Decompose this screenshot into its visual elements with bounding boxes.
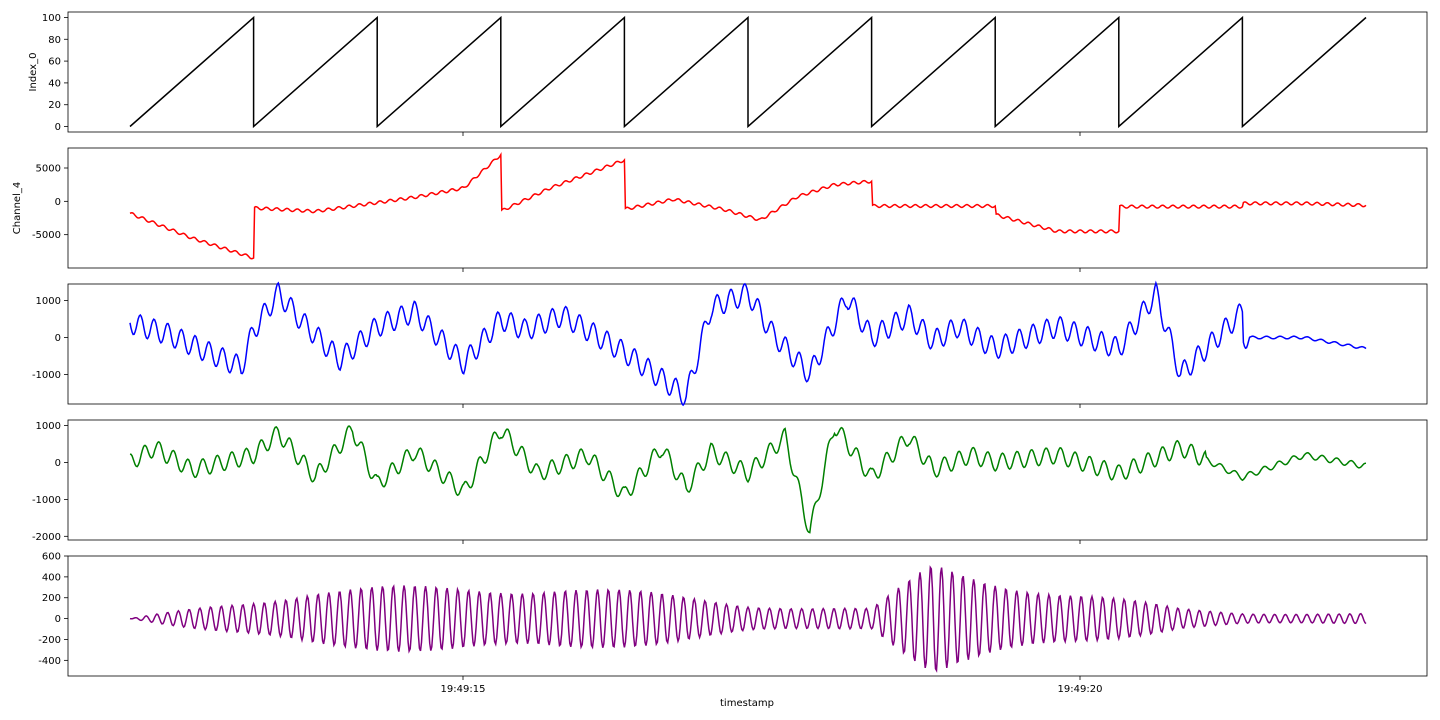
y-tick-label: -2000 xyxy=(32,532,61,543)
y-axis-label: Channel_4 xyxy=(12,182,23,234)
y-tick-label: 0 xyxy=(55,122,61,133)
y-tick-label: 400 xyxy=(42,572,61,583)
x-axis-label: timestamp xyxy=(720,698,774,709)
y-tick-label: 100 xyxy=(42,13,61,24)
x-tick-label: 19:49:20 xyxy=(1058,684,1103,695)
y-tick-label: 5000 xyxy=(36,164,61,175)
shared-x-axis: 19:49:15 19:49:20 xyxy=(441,684,1103,695)
y-tick-label: 0 xyxy=(55,458,61,469)
y-tick-label: 60 xyxy=(48,57,61,68)
y-axis-label: Index_0 xyxy=(28,53,39,92)
series-line xyxy=(129,15,1367,129)
y-tick-label: -1000 xyxy=(32,495,61,506)
series-line xyxy=(129,280,1367,407)
y-tick-label: 0 xyxy=(55,197,61,208)
y-tick-label: 0 xyxy=(55,614,61,625)
series-line xyxy=(129,565,1367,673)
series-line xyxy=(129,425,1367,534)
y-tick-label: -1000 xyxy=(32,370,61,381)
panel-4: -2000 -1000 0 1000 xyxy=(32,419,1428,544)
series-line xyxy=(129,152,1367,260)
chart-panels: 0 20 40 60 80 100 Index_0 -5000 0 5000 Channel_4 -1… xyxy=(12,11,1428,680)
panel-frame xyxy=(67,419,1428,541)
panel-frame xyxy=(67,555,1428,677)
panel-1: 0 20 40 60 80 100 Index_0 xyxy=(28,11,1428,136)
y-tick-label: 80 xyxy=(48,35,61,46)
panel-3: -1000 0 1000 xyxy=(32,280,1428,408)
y-tick-label: -200 xyxy=(38,635,61,646)
y-tick-label: 20 xyxy=(48,100,61,111)
panel-frame xyxy=(67,11,1428,133)
y-tick-label: 0 xyxy=(55,333,61,344)
y-tick-label: 1000 xyxy=(36,296,61,307)
y-tick-label: 200 xyxy=(42,593,61,604)
y-tick-label: 40 xyxy=(48,78,61,89)
y-tick-label: 600 xyxy=(42,552,61,563)
y-tick-label: 1000 xyxy=(36,421,61,432)
y-tick-label: -400 xyxy=(38,656,61,667)
panel-frame xyxy=(67,147,1428,269)
panel-5: -400 -200 0 200 400 600 xyxy=(38,552,1428,680)
panel-2: -5000 0 5000 Channel_4 xyxy=(12,147,1428,272)
x-tick-label: 19:49:15 xyxy=(441,684,486,695)
y-tick-label: -5000 xyxy=(32,230,61,241)
panel-frame xyxy=(67,283,1428,405)
